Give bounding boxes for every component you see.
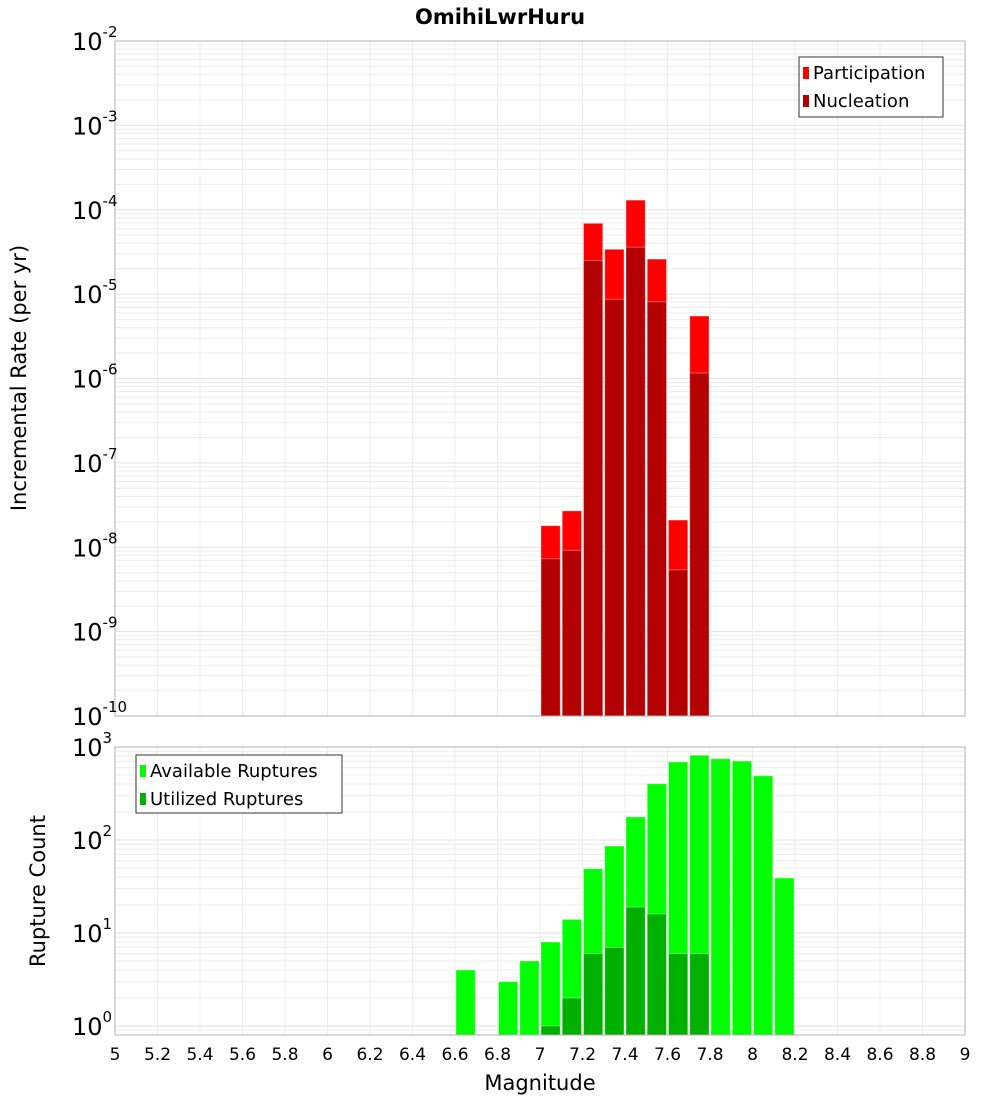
- y-axis-label-count: Rupture Count: [26, 815, 50, 967]
- utilized-bar: [668, 953, 689, 1036]
- nucleation-bar: [604, 298, 625, 717]
- legend-swatch-icon: [803, 67, 809, 79]
- nucleation-bar: [625, 246, 646, 717]
- plot-frame: [114, 40, 966, 717]
- x-tick-label: 6.8: [484, 1045, 511, 1065]
- x-tick-label: 8.6: [866, 1045, 893, 1065]
- y-tick-label: 103: [72, 729, 112, 762]
- y-axis-label-rate: Incremental Rate (per yr): [7, 245, 31, 511]
- legend-box: [798, 56, 944, 118]
- y-tick-label: 100: [72, 1008, 112, 1041]
- utilized-bar: [689, 953, 710, 1036]
- x-tick-label: 9: [960, 1045, 971, 1065]
- legend-box: [135, 754, 343, 814]
- y-tick-label: 10-10: [72, 698, 127, 731]
- legend: Available Ruptures Utilized Ruptures: [135, 754, 343, 814]
- utilized-bar: [604, 946, 625, 1036]
- y-tick-label: 10-7: [72, 445, 118, 478]
- y-tick-label: 10-3: [72, 107, 118, 140]
- legend-label: Utilized Ruptures: [150, 789, 303, 810]
- x-tick-label: 7.6: [654, 1045, 681, 1065]
- available-bar: [498, 981, 519, 1036]
- nucleation-bar: [540, 558, 561, 717]
- y-tick-label: 10-8: [72, 529, 118, 562]
- nucleation-bar: [561, 549, 582, 717]
- utilized-bar: [561, 997, 582, 1036]
- utilized-bar: [583, 953, 604, 1036]
- x-tick-label: 6.2: [356, 1045, 383, 1065]
- plot-frame: [114, 746, 966, 1036]
- chart-title: OmihiLwrHuru: [415, 5, 585, 29]
- x-tick-label: 8.8: [909, 1045, 936, 1065]
- x-tick-label: 5.8: [271, 1045, 298, 1065]
- available-bar: [731, 760, 752, 1036]
- available-bar: [710, 758, 731, 1036]
- y-tick-label: 10-6: [72, 361, 118, 394]
- available-bar: [774, 877, 795, 1036]
- nucleation-bar: [646, 301, 667, 717]
- legend-label: Available Ruptures: [150, 761, 318, 782]
- x-tick-label: 5: [110, 1045, 121, 1065]
- nucleation-bar: [689, 372, 710, 717]
- x-tick-label: 6.4: [399, 1045, 426, 1065]
- x-tick-label: 5.6: [229, 1045, 256, 1065]
- legend-swatch-icon: [803, 95, 809, 107]
- legend: Participation Nucleation: [798, 56, 944, 118]
- utilized-bar: [540, 1025, 561, 1036]
- utilized-bar: [646, 913, 667, 1036]
- x-axis-label: Magnitude: [484, 1071, 595, 1095]
- legend-swatch-icon: [140, 793, 146, 805]
- rupture-count-panel: 100 101 102 103 5 5.2 5.4 5.6 5.8 6 6.2 6.4 6.6 6.8 7 7…: [72, 729, 970, 1065]
- x-tick-label: 8.4: [824, 1045, 851, 1065]
- x-tick-label: 7.8: [696, 1045, 723, 1065]
- legend-label: Participation: [813, 63, 925, 84]
- x-tick-label: 6: [322, 1045, 333, 1065]
- x-tick-label: 5.2: [144, 1045, 171, 1065]
- x-tick-label: 7.2: [569, 1045, 596, 1065]
- available-bar: [519, 960, 540, 1036]
- nucleation-bar: [583, 260, 604, 717]
- available-bar: [540, 941, 561, 1036]
- y-tick-label: 10-5: [72, 276, 118, 309]
- y-tick-label: 101: [72, 915, 112, 948]
- y-tick-label: 102: [72, 822, 112, 855]
- legend-swatch-icon: [140, 765, 146, 777]
- x-tick-label: 8.2: [781, 1045, 808, 1065]
- y-tick-label: 10-9: [72, 614, 118, 647]
- nucleation-bar: [668, 569, 689, 717]
- x-tick-label: 6.6: [441, 1045, 468, 1065]
- x-tick-label: 5.4: [186, 1045, 213, 1065]
- available-bar: [455, 969, 476, 1036]
- y-tick-label: 10-4: [72, 192, 118, 225]
- y-tick-label: 10-2: [72, 23, 118, 56]
- x-tick-label: 7: [535, 1045, 546, 1065]
- available-bar: [753, 775, 774, 1036]
- rate-panel: 10-10 10-9 10-8 10-7 10-6 10-5 10-4 10-3 10-2 Par…: [72, 23, 966, 731]
- utilized-bar: [625, 906, 646, 1036]
- x-tick-label: 7.4: [611, 1045, 638, 1065]
- legend-label: Nucleation: [813, 91, 909, 112]
- x-tick-label: 8: [747, 1045, 758, 1065]
